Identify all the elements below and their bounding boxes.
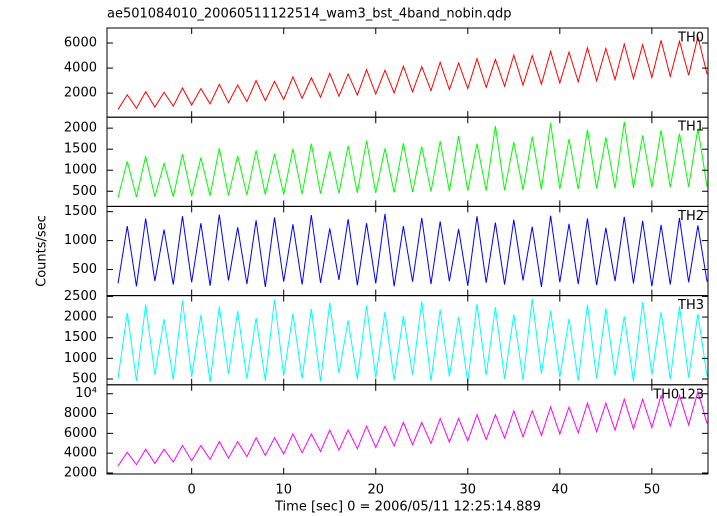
data-line [117,36,708,110]
x-axis-label: Time [sec] 0 = 2006/05/11 12:25:14.889 [274,500,541,515]
y-tick-label: 500 [72,262,97,277]
y-tick-label: 1500 [64,204,97,219]
x-tick-label: 0 [188,483,196,498]
data-line [117,213,708,287]
y-tick-label: 4000 [64,446,97,461]
chart-title: ae501084010_20060511122514_wam3_bst_4ban… [107,7,512,22]
y-axis-label: Counts/sec [35,215,50,287]
y-tick-label: 4000 [64,61,97,76]
x-tick-label: 50 [644,483,661,498]
y-tick-label: 1500 [64,330,97,345]
panel-label: TH2 [677,209,704,224]
data-line [117,121,708,198]
panel-label: TH0123 [652,387,704,402]
panel-frame [106,27,709,118]
y-tick-label: 2000 [64,121,97,136]
y-tick-label: 1000 [64,233,97,248]
x-tick-label: 20 [367,483,384,498]
y-tick-label: 6000 [64,426,97,441]
y-tick-label: 2000 [64,466,97,481]
panel-frame [106,384,709,475]
x-tick-label: 30 [460,483,477,498]
y-tick-label: 10⁴ [75,386,97,401]
x-tick-label: 40 [552,483,569,498]
y-tick-label: 2000 [64,310,97,325]
y-tick-label: 1000 [64,163,97,178]
y-tick-label: 1000 [64,351,97,366]
y-tick-label: 8000 [64,406,97,421]
panel-label: TH1 [677,120,704,135]
data-line [117,389,708,467]
y-tick-label: 1500 [64,142,97,157]
x-tick-label: 10 [275,483,292,498]
y-tick-label: 500 [72,372,97,387]
data-line [117,298,708,383]
panel-label: TH3 [677,298,704,313]
panel-frame [106,116,709,207]
y-tick-label: 500 [72,184,97,199]
y-tick-label: 6000 [64,36,97,51]
y-tick-label: 2500 [64,289,97,304]
y-tick-label: 2000 [64,86,97,101]
panel-label: TH0 [677,31,704,46]
